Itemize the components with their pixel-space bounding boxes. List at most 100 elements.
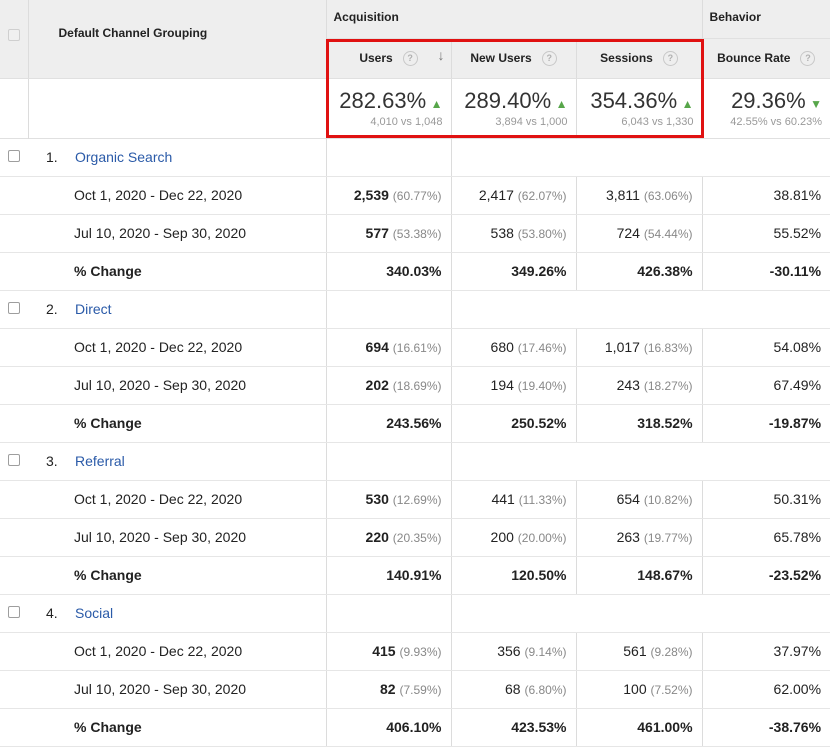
channel-row[interactable]: 2. Direct xyxy=(0,290,830,329)
sessions-change: 148.67% xyxy=(576,556,703,595)
row-checkbox[interactable] xyxy=(8,606,20,618)
spacer-cell xyxy=(0,252,28,291)
help-icon[interactable]: ? xyxy=(662,50,678,66)
new-users-percent: (11.33%) xyxy=(518,493,567,507)
users-cell: 202 (18.69%) xyxy=(326,366,452,405)
users-percent: (12.69%) xyxy=(392,493,442,507)
row-checkbox-cell xyxy=(0,290,28,329)
bounce-rate-summary: 29.36% ▼ 42.55% vs 60.23% xyxy=(702,78,830,138)
row-checkbox[interactable] xyxy=(8,302,20,314)
sessions-value: 3,811 xyxy=(605,187,640,203)
help-icon[interactable]: ? xyxy=(402,50,418,66)
date-range-label: Jul 10, 2020 - Sep 30, 2020 xyxy=(28,670,327,709)
date-range-row: Oct 1, 2020 - Dec 22, 2020 2,539 (60.77%)… xyxy=(0,176,830,215)
new-users-value: 680 xyxy=(490,339,514,355)
channel-link[interactable]: Organic Search xyxy=(75,149,173,165)
sessions-percent: (19.77%) xyxy=(643,531,693,545)
new-users-percent: (53.80%) xyxy=(517,227,567,241)
new-users-cell: 538 (53.80%) xyxy=(451,214,577,253)
channel-row[interactable]: 4. Social xyxy=(0,594,830,633)
users-percent: (16.61%) xyxy=(392,341,442,355)
new-users-value: 356 xyxy=(497,643,521,659)
users-change: 140.91% xyxy=(326,556,452,595)
percent-change-row: % Change 340.03% 349.26% 426.38% -30.11% xyxy=(0,252,830,291)
new-users-summary-value: 289.40% xyxy=(464,88,552,113)
spacer-cell xyxy=(0,328,28,367)
row-checkbox-cell xyxy=(0,138,28,177)
date-range-label: Oct 1, 2020 - Dec 22, 2020 xyxy=(28,480,327,519)
channel-link[interactable]: Direct xyxy=(75,301,112,317)
users-column-header[interactable]: Users? ↓ xyxy=(326,38,452,79)
arrow-up-icon: ▲ xyxy=(681,97,694,111)
new-users-cell: 2,417 (62.07%) xyxy=(451,176,577,215)
channel-link[interactable]: Social xyxy=(75,605,114,621)
acquisition-group-header: Acquisition xyxy=(326,0,703,39)
arrow-down-icon: ▼ xyxy=(810,97,823,111)
bounce-rate-change: -30.11% xyxy=(702,252,830,291)
channel-cell: 4. Social xyxy=(28,594,327,633)
bounce-rate-summary-compare: 42.55% vs 60.23% xyxy=(730,116,823,128)
users-change: 243.56% xyxy=(326,404,452,443)
sort-down-arrow-icon[interactable]: ↓ xyxy=(437,46,445,63)
sessions-percent: (63.06%) xyxy=(643,189,693,203)
channel-empty-cell xyxy=(451,290,830,329)
new-users-cell: 680 (17.46%) xyxy=(451,328,577,367)
sessions-percent: (18.27%) xyxy=(643,379,693,393)
bounce-rate-cell: 65.78% xyxy=(702,518,830,557)
new-users-percent: (19.40%) xyxy=(517,379,567,393)
users-value: 2,539 xyxy=(353,187,389,203)
sessions-change: 461.00% xyxy=(576,708,703,747)
date-range-label: Jul 10, 2020 - Sep 30, 2020 xyxy=(28,518,327,557)
row-checkbox[interactable] xyxy=(8,454,20,466)
channel-link[interactable]: Referral xyxy=(75,453,125,469)
channel-index: 4. xyxy=(46,605,58,621)
users-summary-value: 282.63% xyxy=(339,88,427,113)
summary-spacer xyxy=(0,78,29,138)
date-range-row: Jul 10, 2020 - Sep 30, 2020 82 (7.59%) 68 … xyxy=(0,670,830,709)
channel-empty-cell xyxy=(326,442,452,481)
channel-row[interactable]: 1. Organic Search xyxy=(0,138,830,177)
sessions-percent: (54.44%) xyxy=(643,227,693,241)
sessions-value: 100 xyxy=(623,681,647,697)
bounce-rate-cell: 67.49% xyxy=(702,366,830,405)
channel-index: 3. xyxy=(46,453,58,469)
sessions-column-header[interactable]: Sessions? xyxy=(576,38,703,79)
new-users-value: 194 xyxy=(490,377,514,393)
spacer-cell xyxy=(0,708,28,747)
bounce-rate-column-header[interactable]: Bounce Rate? xyxy=(702,38,830,79)
row-checkbox[interactable] xyxy=(8,150,20,162)
arrow-up-icon: ▲ xyxy=(555,97,568,111)
percent-change-label: % Change xyxy=(28,404,327,443)
new-users-value: 2,417 xyxy=(478,187,514,203)
users-percent: (9.93%) xyxy=(399,645,442,659)
sessions-cell: 263 (19.77%) xyxy=(576,518,703,557)
sessions-change: 426.38% xyxy=(576,252,703,291)
new-users-percent: (6.80%) xyxy=(524,683,567,697)
sessions-percent: (7.52%) xyxy=(650,683,693,697)
select-all-checkbox[interactable] xyxy=(7,29,20,41)
new-users-summary-compare: 3,894 vs 1,000 xyxy=(495,116,568,128)
spacer-cell xyxy=(0,480,28,519)
sessions-cell: 654 (10.82%) xyxy=(576,480,703,519)
sessions-value: 724 xyxy=(616,225,640,241)
bounce-rate-change: -38.76% xyxy=(702,708,830,747)
help-icon[interactable]: ? xyxy=(541,50,557,66)
users-percent: (7.59%) xyxy=(399,683,442,697)
channel-row[interactable]: 3. Referral xyxy=(0,442,830,481)
bounce-rate-cell: 38.81% xyxy=(702,176,830,215)
help-icon[interactable]: ? xyxy=(800,50,816,66)
new-users-change: 423.53% xyxy=(451,708,577,747)
users-value: 694 xyxy=(365,339,389,355)
users-value: 220 xyxy=(365,529,389,545)
bounce-rate-cell: 37.97% xyxy=(702,632,830,671)
channel-index: 2. xyxy=(46,301,58,317)
percent-change-row: % Change 140.91% 120.50% 148.67% -23.52% xyxy=(0,556,830,595)
dimension-header[interactable]: Default Channel Grouping xyxy=(28,0,327,79)
sessions-percent: (9.28%) xyxy=(650,645,693,659)
new-users-column-header[interactable]: New Users? xyxy=(451,38,577,79)
users-cell: 220 (20.35%) xyxy=(326,518,452,557)
bounce-rate-cell: 55.52% xyxy=(702,214,830,253)
new-users-cell: 441 (11.33%) xyxy=(451,480,577,519)
